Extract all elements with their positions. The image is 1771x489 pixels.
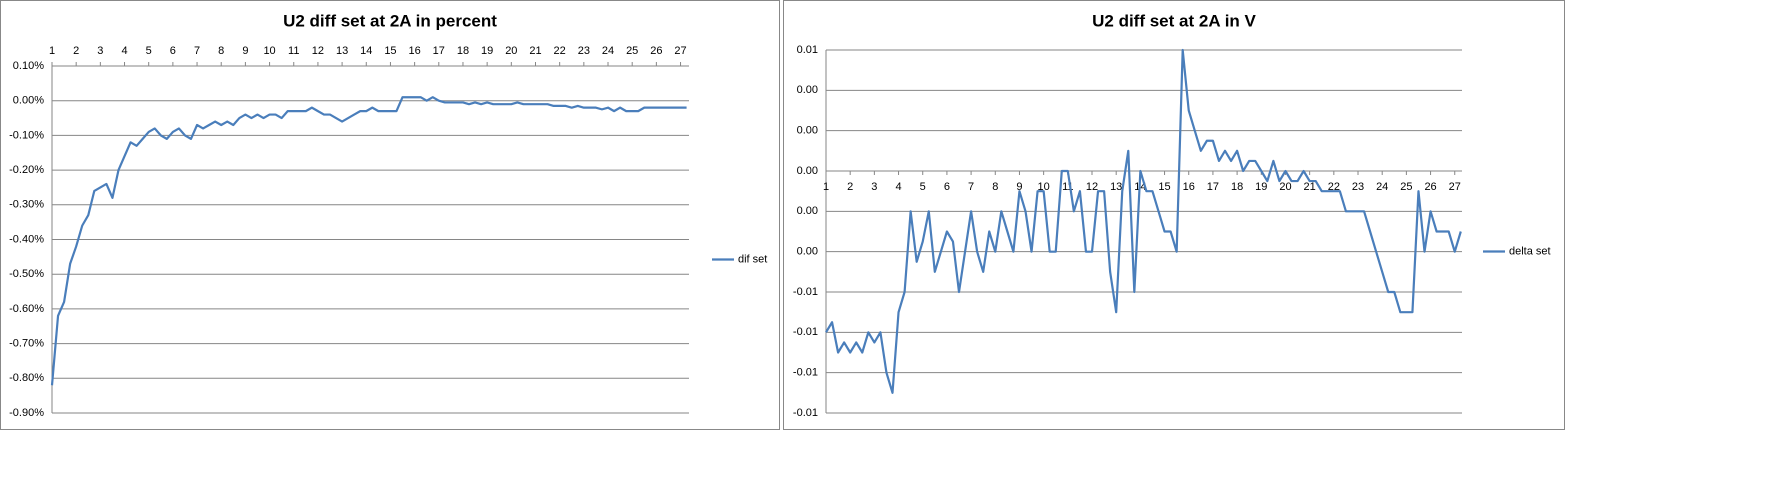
x-tick-label: 18 <box>457 45 469 57</box>
x-tick-label: 2 <box>847 181 853 193</box>
x-tick-label: 1 <box>823 181 829 193</box>
y-tick-label: -0.01 <box>793 286 818 298</box>
y-tick-label: -0.30% <box>9 199 44 211</box>
x-tick-label: 8 <box>992 181 998 193</box>
x-tick-label: 4 <box>121 45 127 57</box>
x-tick-label: 16 <box>1183 181 1195 193</box>
x-tick-label: 15 <box>1158 181 1170 193</box>
y-tick-label: 0.00 <box>797 125 818 137</box>
x-tick-label: 19 <box>481 45 493 57</box>
x-tick-label: 21 <box>1304 181 1316 193</box>
chart-frame <box>783 0 1565 430</box>
x-tick-label: 2 <box>73 45 79 57</box>
x-tick-label: 6 <box>170 45 176 57</box>
y-tick-label: 0.01 <box>797 44 818 56</box>
y-tick-label: 0.00% <box>13 95 44 107</box>
y-tick-label: -0.80% <box>9 372 44 384</box>
x-tick-label: 1 <box>49 45 55 57</box>
x-tick-label: 26 <box>650 45 662 57</box>
legend-label: delta set <box>1509 245 1551 257</box>
chart-title: U2 diff set at 2A in V <box>1092 11 1256 30</box>
y-tick-label: 0.10% <box>13 60 44 72</box>
x-tick-label: 21 <box>529 45 541 57</box>
x-tick-label: 20 <box>505 45 517 57</box>
x-tick-label: 4 <box>895 181 901 193</box>
y-tick-label: -0.90% <box>9 407 44 419</box>
data-line <box>50 96 687 386</box>
x-tick-label: 20 <box>1279 181 1291 193</box>
chart-frame <box>0 0 780 430</box>
x-tick-label: 13 <box>1110 181 1122 193</box>
y-tick-label: -0.60% <box>9 303 44 315</box>
x-tick-label: 26 <box>1424 181 1436 193</box>
y-tick-label: -0.50% <box>9 268 44 280</box>
x-tick-label: 11 <box>288 45 299 57</box>
x-tick-label: 8 <box>218 45 224 57</box>
x-tick-label: 10 <box>263 45 275 57</box>
y-tick-label: -0.01 <box>793 367 818 379</box>
x-tick-label: 11 <box>1062 181 1073 193</box>
x-tick-label: 12 <box>1086 181 1098 193</box>
y-tick-label: 0.00 <box>797 84 818 96</box>
x-tick-label: 3 <box>97 45 103 57</box>
y-tick-label: -0.01 <box>793 407 818 419</box>
x-tick-label: 17 <box>433 45 445 57</box>
x-tick-label: 9 <box>1016 181 1022 193</box>
x-tick-label: 6 <box>944 181 950 193</box>
x-tick-label: 5 <box>146 45 152 57</box>
x-tick-label: 25 <box>626 45 638 57</box>
x-tick-label: 7 <box>968 181 974 193</box>
x-tick-label: 3 <box>871 181 877 193</box>
x-tick-label: 24 <box>1376 181 1388 193</box>
y-tick-label: -0.01 <box>793 326 818 338</box>
x-tick-label: 27 <box>1449 181 1461 193</box>
data-line <box>825 48 1462 394</box>
y-tick-label: 0.00 <box>797 246 818 258</box>
x-tick-label: 18 <box>1231 181 1243 193</box>
y-tick-label: -0.10% <box>9 129 44 141</box>
x-tick-label: 22 <box>554 45 566 57</box>
x-tick-label: 17 <box>1207 181 1219 193</box>
y-tick-label: -0.40% <box>9 233 44 245</box>
legend-label: dif set <box>738 253 767 265</box>
y-tick-label: 0.00 <box>797 165 818 177</box>
x-tick-label: 9 <box>242 45 248 57</box>
chart-title: U2 diff set at 2A in percent <box>283 11 497 30</box>
x-tick-label: 10 <box>1038 181 1050 193</box>
x-tick-label: 23 <box>578 45 590 57</box>
x-tick-label: 27 <box>674 45 686 57</box>
x-tick-label: 15 <box>384 45 396 57</box>
x-tick-label: 5 <box>920 181 926 193</box>
y-tick-label: -0.70% <box>9 338 44 350</box>
x-tick-label: 24 <box>602 45 614 57</box>
x-tick-label: 16 <box>408 45 420 57</box>
x-tick-label: 22 <box>1328 181 1340 193</box>
x-tick-label: 23 <box>1352 181 1364 193</box>
x-tick-label: 14 <box>360 45 372 57</box>
x-tick-label: 13 <box>336 45 348 57</box>
y-tick-label: 0.00 <box>797 205 818 217</box>
y-tick-label: -0.20% <box>9 164 44 176</box>
x-tick-label: 7 <box>194 45 200 57</box>
x-tick-label: 12 <box>312 45 324 57</box>
x-tick-label: 25 <box>1400 181 1412 193</box>
x-tick-label: 19 <box>1255 181 1267 193</box>
